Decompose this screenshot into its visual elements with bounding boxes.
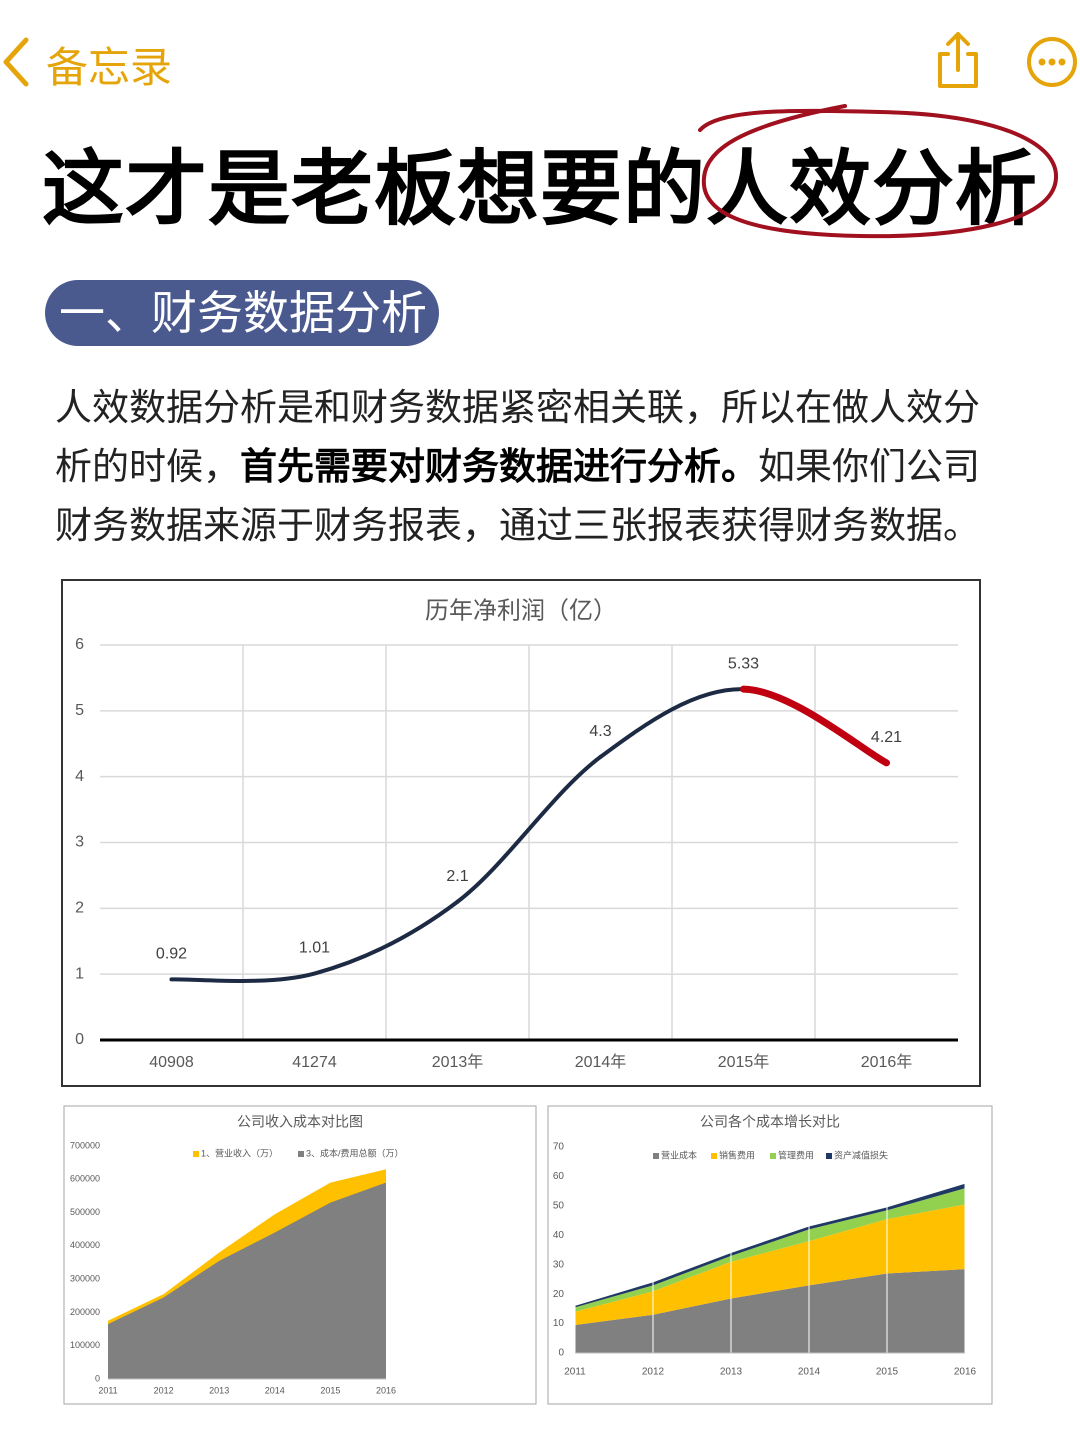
y-tick-label: 200000 [70, 1307, 100, 1317]
x-tick-label: 2012 [154, 1385, 174, 1395]
toolbar-icons [3, 32, 1077, 88]
circle-scribble [698, 104, 1059, 239]
x-tick-label: 2016 [954, 1367, 977, 1378]
area [108, 1169, 386, 1379]
legend-label: 管理费用 [778, 1149, 814, 1160]
y-tick-label: 1 [75, 965, 84, 982]
section-heading: 一、财务数据分析 [45, 280, 439, 346]
y-tick-label: 5 [75, 702, 84, 719]
x-tick-label: 2013 [720, 1367, 743, 1378]
x-tick-label: 2015 [320, 1385, 340, 1395]
data-label: 1.01 [299, 940, 330, 957]
x-tick-label: 2016 [376, 1385, 396, 1395]
data-label: 2.1 [446, 868, 468, 885]
x-tick-label: 2014 [798, 1367, 821, 1378]
y-tick-label: 10 [553, 1318, 565, 1329]
legend-label: 销售费用 [719, 1149, 755, 1160]
chart-frame [63, 1105, 537, 1405]
y-tick-label: 0 [75, 1031, 84, 1048]
x-tick-label: 2015 [876, 1367, 899, 1378]
y-tick-label: 40 [553, 1230, 565, 1241]
y-tick-label: 50 [553, 1200, 565, 1211]
line-segment [169, 971, 317, 983]
y-tick-label: 400000 [70, 1240, 100, 1250]
y-tick-label: 70 [553, 1142, 565, 1153]
x-tick-label: 2015年 [718, 1053, 770, 1071]
area [108, 1182, 386, 1379]
legend-label: 营业成本 [661, 1149, 697, 1160]
chart-frame [547, 1105, 993, 1405]
y-tick-label: 700000 [70, 1140, 100, 1150]
paragraph-text: 如果你们公司财务数据来源于财务报表，通过三张报表获得财务数据。 [55, 446, 980, 546]
legend-swatch [298, 1151, 304, 1157]
paragraph-bold: 首先需要对财务数据进行分析。 [240, 446, 758, 487]
more-button[interactable] [1027, 37, 1077, 87]
x-tick-label: 2014 [265, 1385, 285, 1395]
line-segment [740, 685, 890, 767]
x-tick-label: 2011 [98, 1385, 117, 1395]
line-segment [598, 687, 746, 759]
data-label: 4.21 [871, 729, 902, 746]
y-tick-label: 20 [553, 1289, 565, 1300]
y-tick-label: 0 [95, 1373, 100, 1383]
back-label[interactable]: 备忘录 [46, 44, 173, 91]
back-chevron[interactable] [3, 37, 29, 87]
x-tick-label: 2013年 [432, 1053, 484, 1071]
data-label: 0.92 [156, 946, 187, 963]
x-tick-label: 40908 [149, 1054, 194, 1071]
paragraph-text: 人效数据分析是和财务数据紧密相关联，所以在做人效分析的时候， [55, 387, 980, 487]
chart-title: 历年净利润（亿） [425, 597, 617, 624]
paragraph: 人效数据分析是和财务数据紧密相关联，所以在做人效分析的时候，首先需要对财务数据进… [55, 378, 1000, 555]
y-tick-label: 300000 [70, 1274, 100, 1284]
chart-title: 公司各个成本增长对比 [700, 1114, 840, 1130]
legend-swatch [826, 1153, 832, 1159]
y-tick-label: 6 [75, 636, 84, 653]
y-tick-label: 2 [75, 900, 84, 917]
share-button[interactable] [938, 32, 978, 88]
legend-label: 1、营业收入（万） [201, 1147, 278, 1158]
y-tick-label: 60 [553, 1171, 565, 1182]
note-title: 这才是老板想要的人效分析 [42, 122, 1038, 241]
legend-swatch [653, 1153, 659, 1159]
y-tick-label: 30 [553, 1259, 565, 1270]
x-tick-label: 2011 [564, 1367, 586, 1378]
legend-label: 资产减值损失 [834, 1149, 888, 1160]
x-tick-label: 2016年 [861, 1053, 913, 1071]
chart-title: 公司收入成本对比图 [237, 1114, 363, 1130]
x-tick-label: 41274 [292, 1054, 337, 1071]
area [575, 1188, 965, 1312]
line-segment [455, 754, 603, 904]
area [575, 1204, 965, 1326]
y-tick-label: 0 [558, 1348, 564, 1359]
area [575, 1183, 965, 1308]
title-lead: 这才是老板想要的 [42, 144, 707, 235]
y-tick-label: 4 [75, 768, 84, 785]
legend-swatch [711, 1153, 717, 1159]
legend-swatch [193, 1151, 199, 1157]
title-circled: 人效分析 [706, 144, 1039, 235]
y-tick-label: 500000 [70, 1207, 100, 1217]
chart-frame [61, 579, 981, 1087]
legend-swatch [770, 1153, 776, 1159]
data-label: 5.33 [728, 655, 759, 672]
y-tick-label: 100000 [70, 1340, 100, 1350]
x-tick-label: 2013 [209, 1385, 229, 1395]
x-tick-label: 2012 [642, 1367, 665, 1378]
y-tick-label: 600000 [70, 1174, 100, 1184]
data-label: 4.3 [589, 723, 611, 740]
area [575, 1269, 965, 1353]
line-segment [312, 899, 460, 976]
legend-label: 3、成本/费用总额（万） [306, 1147, 404, 1158]
y-tick-label: 3 [75, 834, 84, 851]
x-tick-label: 2014年 [575, 1053, 627, 1071]
